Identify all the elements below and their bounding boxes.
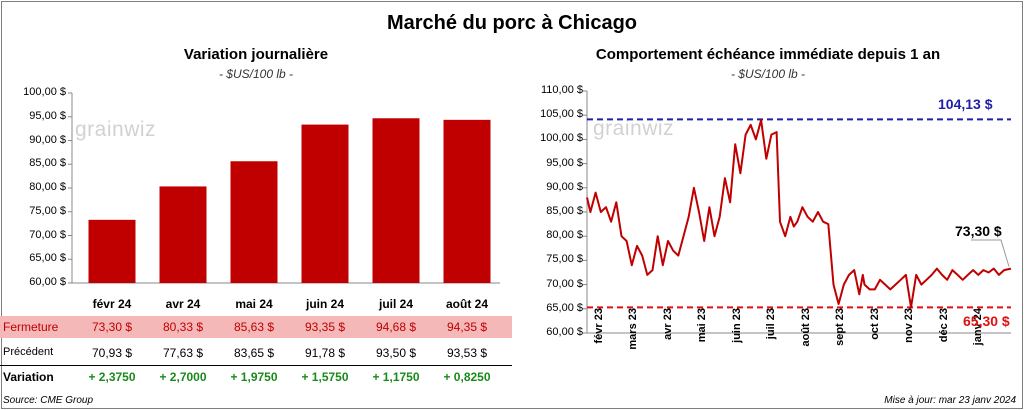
- bar-2: [230, 161, 278, 283]
- row-label-fermeture: Fermeture: [3, 320, 59, 334]
- right-y-tick: 90,00 $: [546, 180, 583, 193]
- table-cell: 93,53 $: [446, 346, 488, 360]
- right-y-tick: 75,00 $: [546, 253, 583, 266]
- left-subtitle: Variation journalière: [183, 46, 329, 63]
- left-y-tick: 85,00 $: [29, 157, 66, 170]
- left-x-tick: avr 24: [165, 297, 201, 311]
- right-x-tick: mars 23: [627, 308, 640, 350]
- table-cell: 94,35 $: [446, 320, 488, 334]
- source-note: Source: CME Group: [3, 395, 94, 406]
- table-cell: + 1,1750: [372, 370, 420, 384]
- table-cell: 70,93 $: [91, 346, 133, 360]
- table-cell: 80,33 $: [162, 320, 204, 334]
- right-x-tick: déc 23: [937, 308, 950, 343]
- bar-0: [88, 219, 136, 283]
- row-label-precedent: Précédent: [3, 346, 54, 358]
- table-cell: + 2,7000: [159, 370, 207, 384]
- last-label: 73,30 $: [955, 223, 1002, 239]
- right-y-tick: 110,00 $: [540, 84, 583, 96]
- bar-1: [159, 186, 207, 283]
- table-cell: 91,78 $: [304, 346, 346, 360]
- table-cell: + 2,3750: [88, 370, 136, 384]
- right-y-tick: 100,00 $: [540, 132, 583, 145]
- left-y-tick: 90,00 $: [29, 133, 66, 146]
- grainwiz-logo: grainwiz: [75, 118, 157, 141]
- left-y-tick: 95,00 $: [29, 109, 66, 122]
- right-y-tick: 95,00 $: [546, 156, 583, 169]
- right-x-tick: oct 23: [868, 308, 881, 340]
- table-cell: + 1,9750: [230, 370, 278, 384]
- grainwiz-logo-right: grainwiz: [593, 117, 675, 140]
- right-y-tick: 105,00 $: [540, 108, 583, 121]
- table-cell: 93,35 $: [304, 320, 346, 334]
- table-row-precedent: Précédent 70,93 $ 77,63 $ 83,65 $ 91,78 $ 93…: [0, 343, 512, 363]
- price-series-line: [586, 119, 1012, 309]
- right-y-tick: 65,00 $: [546, 301, 583, 314]
- table-cell: 94,68 $: [375, 320, 417, 334]
- update-note: Mise à jour: mar 23 janv 2024: [884, 395, 1016, 406]
- left-x-tick: juin 24: [305, 297, 344, 311]
- table-row-variation: Variation + 2,3750 + 2,7000 + 1,9750 + 1,57…: [0, 366, 512, 388]
- right-y-tick: 80,00 $: [546, 229, 583, 242]
- left-x-tick: juil 24: [378, 297, 413, 311]
- low-label: 65,30 $: [963, 313, 1010, 329]
- right-unit: - $US/100 lb -: [730, 67, 806, 81]
- left-y-tick: 80,00 $: [29, 181, 66, 193]
- bar-4: [372, 118, 420, 284]
- right-x-tick: août 23: [799, 308, 812, 347]
- right-x-tick: mai 23: [696, 308, 709, 343]
- right-y-tick: 85,00 $: [546, 205, 583, 217]
- row-label-variation: Variation: [3, 370, 54, 384]
- right-x-tick: juil 23: [765, 308, 778, 340]
- left-y-tick: 75,00 $: [29, 204, 66, 217]
- right-x-tick: juin 23: [730, 308, 743, 343]
- page-title: Marché du porc à Chicago: [386, 12, 638, 34]
- left-y-tick: 65,00 $: [29, 252, 66, 265]
- high-label: 104,13 $: [938, 96, 993, 112]
- right-x-tick: nov 23: [903, 308, 916, 343]
- table-cell: 83,65 $: [233, 346, 275, 360]
- table-cell: 93,50 $: [375, 346, 417, 360]
- table-cell: + 1,5750: [301, 370, 349, 384]
- left-y-tick: 70,00 $: [29, 228, 66, 241]
- table-row-fermeture: Fermeture 73,30 $ 80,33 $ 85,63 $ 93,35 $ 94…: [0, 316, 512, 338]
- bar-3: [301, 124, 349, 284]
- right-y-tick: 70,00 $: [546, 277, 583, 290]
- left-x-tick: août 24: [445, 297, 488, 311]
- right-x-tick: sept 23: [834, 308, 847, 346]
- right-x-tick: avr 23: [661, 308, 674, 340]
- right-subtitle: Comportement échéance immédiate depuis 1…: [595, 46, 941, 63]
- table-cell: 77,63 $: [162, 346, 204, 360]
- bar-chart: [68, 92, 500, 284]
- left-x-tick: févr 24: [92, 297, 132, 311]
- bar-5: [443, 119, 491, 284]
- right-x-tick: févr 23: [593, 308, 605, 344]
- left-x-tick: mai 24: [235, 297, 273, 311]
- table-cell: 85,63 $: [233, 320, 275, 334]
- left-unit: - $US/100 lb -: [218, 67, 294, 81]
- table-cell: 73,30 $: [91, 320, 133, 334]
- right-y-tick: 60,00 $: [546, 326, 583, 338]
- table-cell: + 0,8250: [443, 370, 491, 384]
- left-y-tick: 100,00 $: [23, 86, 66, 98]
- left-y-tick: 60,00 $: [29, 276, 66, 288]
- last-value-leader: [971, 239, 1010, 267]
- table-divider: [0, 365, 512, 366]
